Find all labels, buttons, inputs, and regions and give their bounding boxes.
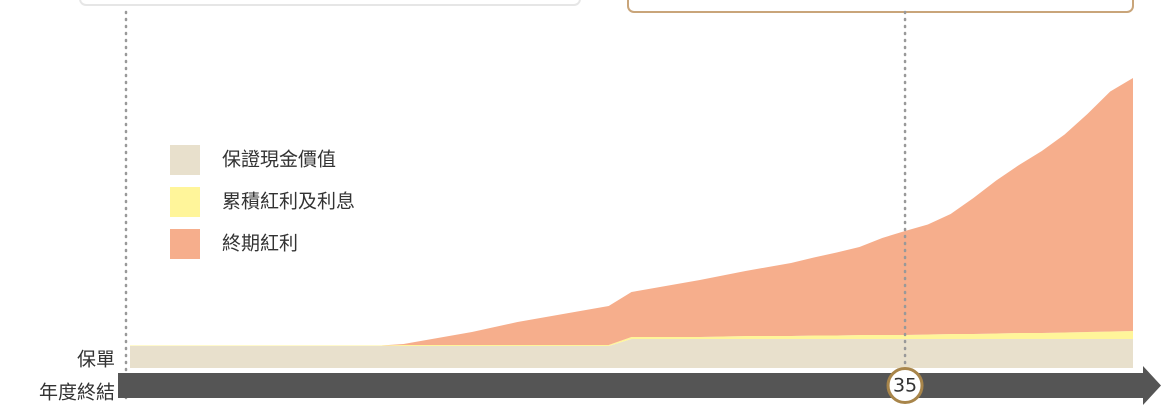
area: [130, 339, 1133, 368]
timeline-arrow: [118, 366, 1161, 405]
axis-label: 年度終結: [39, 382, 115, 404]
legend-swatch: [170, 187, 200, 217]
top-panel: [79, 0, 581, 6]
area: [130, 78, 1133, 346]
legend-label: 終期紅利: [222, 233, 298, 255]
legend-swatch: [170, 145, 200, 175]
legend-label: 保證現金價值: [222, 149, 336, 171]
areas: [130, 78, 1133, 368]
area: [130, 331, 1133, 346]
axis-label: 保單: [77, 349, 115, 371]
legend-swatch: [170, 229, 200, 259]
legend-label: 累積紅利及利息: [222, 191, 355, 213]
marker-label: 35: [893, 375, 917, 397]
top-panel: [627, 0, 1134, 13]
marker-circle: [886, 367, 924, 404]
